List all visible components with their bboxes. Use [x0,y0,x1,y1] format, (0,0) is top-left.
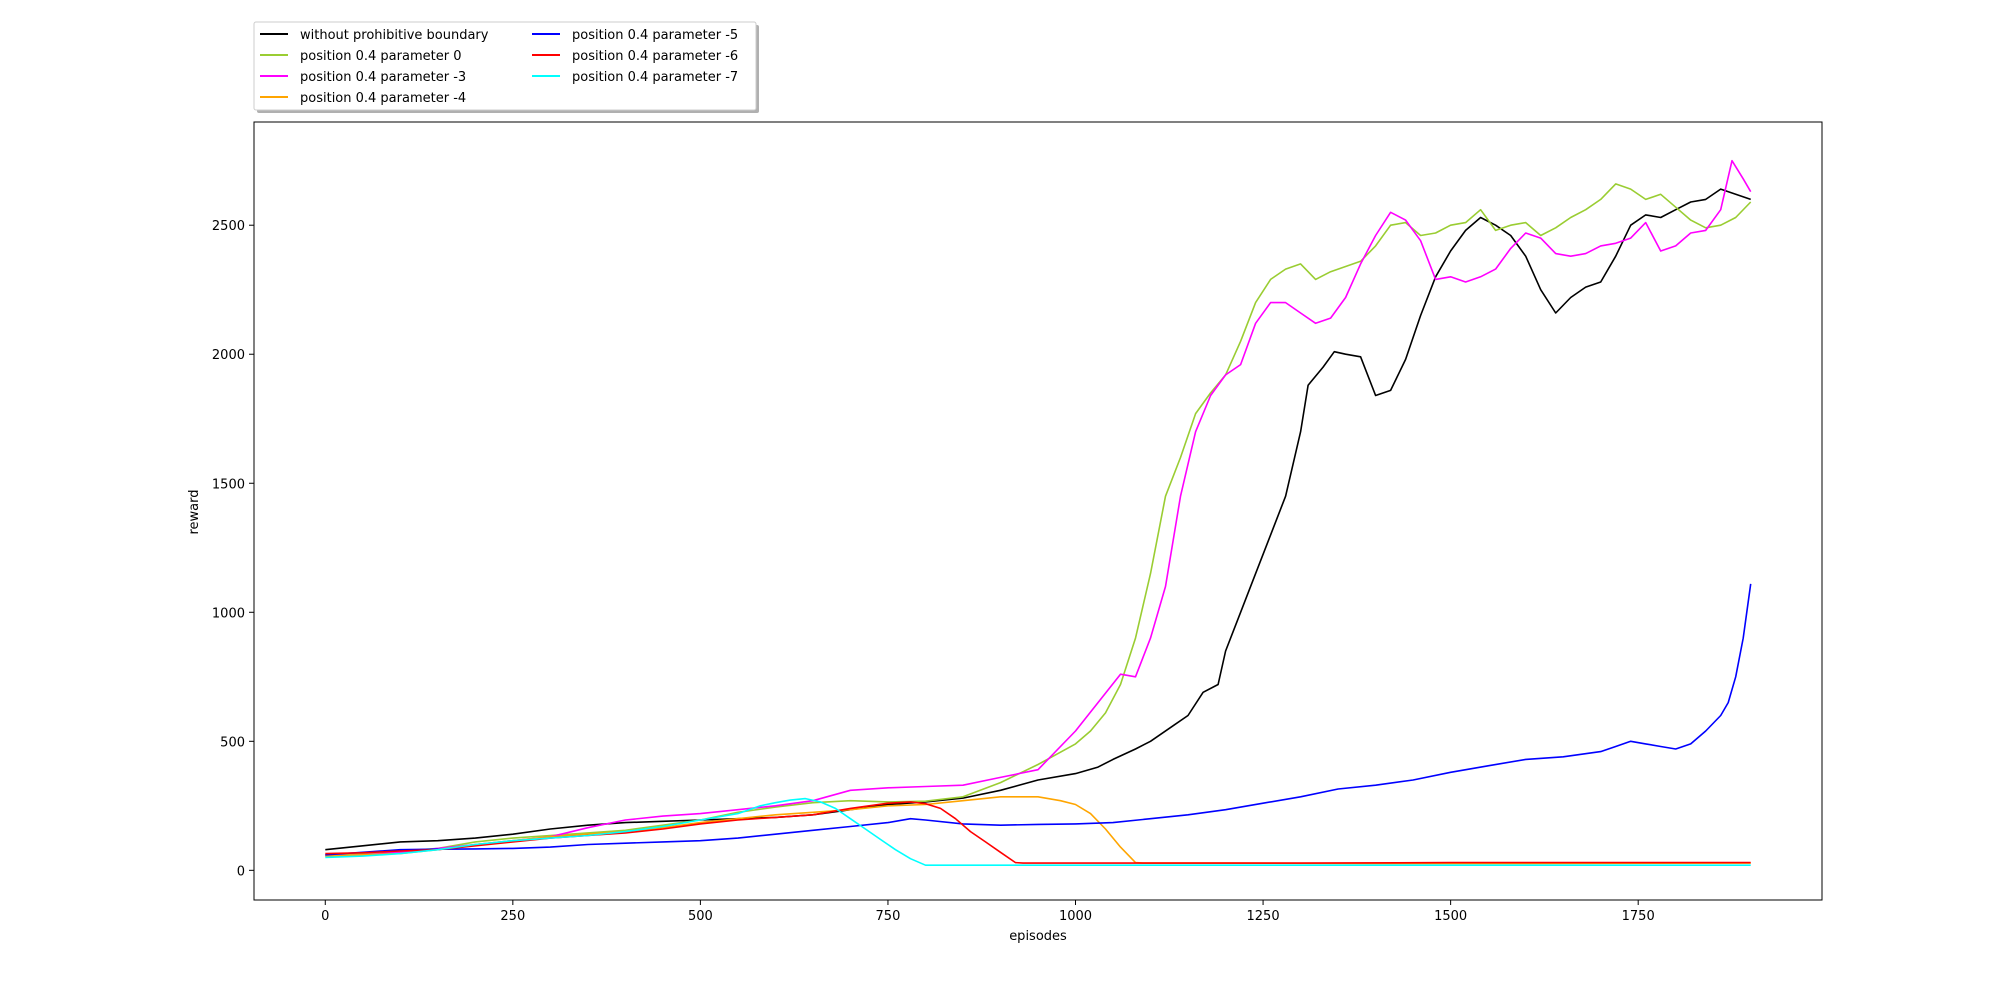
series-line-6 [325,797,1751,867]
x-tick-label: 1500 [1434,909,1467,924]
x-tick-label: 750 [876,909,901,924]
legend-label: position 0.4 parameter 0 [300,49,461,64]
series-line-5 [325,801,1751,864]
y-axis-ticks: 0 500 1000 1500 2000 2500 [212,219,254,879]
legend-label: position 0.4 parameter -3 [300,70,466,85]
legend-label: position 0.4 parameter -4 [300,91,466,106]
x-tick-label: 1750 [1622,909,1655,924]
series-line-0 [325,188,1751,851]
y-tick-label: 2000 [212,348,245,363]
series-line-4 [325,583,1752,856]
y-tick-label: 2500 [212,219,245,234]
x-axis-ticks: 0 250 500 750 1000 1250 1500 1750 [321,900,1655,924]
series-line-1 [325,183,1752,856]
y-axis-label: reward [187,489,202,534]
x-tick-label: 1000 [1059,909,1092,924]
y-tick-label: 1500 [212,477,245,492]
legend-box [253,21,757,111]
x-tick-label: 500 [688,909,713,924]
y-tick-label: 1000 [212,606,245,621]
y-tick-label: 500 [220,735,245,750]
plot-frame [253,121,1823,901]
x-tick-label: 0 [321,909,329,924]
legend-label: position 0.4 parameter -5 [572,28,738,43]
legend-label: without prohibitive boundary [300,28,489,43]
x-axis-label: episodes [1009,929,1067,944]
series-line-2 [325,159,1752,857]
x-tick-label: 250 [500,909,525,924]
legend-label: position 0.4 parameter -7 [572,70,738,85]
series-lines [325,159,1752,867]
legend: without prohibitive boundary position 0.4… [253,21,759,113]
legend-label: position 0.4 parameter -6 [572,49,738,64]
x-tick-label: 1250 [1247,909,1280,924]
y-tick-label: 0 [237,864,245,879]
